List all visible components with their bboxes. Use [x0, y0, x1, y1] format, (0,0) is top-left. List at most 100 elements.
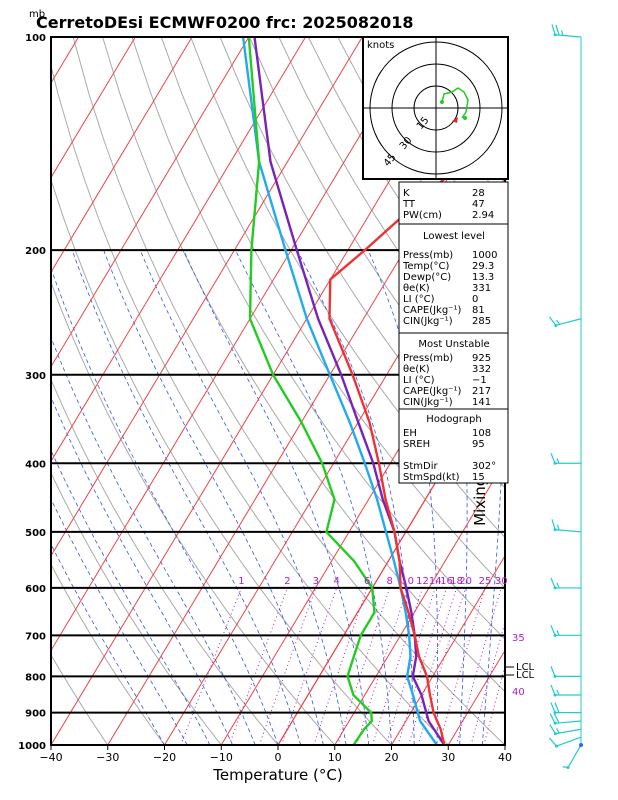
barb-feather: [550, 702, 556, 713]
index-value: 15: [472, 472, 485, 483]
index-value: 95: [472, 439, 485, 450]
moist-adiabat: [51, 498, 188, 745]
barb-tip: [553, 674, 557, 678]
dry-adiabat: [573, 37, 618, 745]
barb-feather: [550, 453, 556, 464]
index-value: −1: [472, 375, 487, 386]
dry-adiabat: [51, 563, 165, 745]
dry-adiabat: [72, 37, 505, 745]
x-tick-label: 30: [441, 751, 455, 764]
surface-wind-dot: [579, 743, 583, 747]
isotherm: [391, 554, 505, 745]
x-tick-label: −20: [153, 751, 176, 764]
x-axis-title: Temperature (°C): [212, 766, 342, 784]
isotherm: [164, 176, 505, 745]
mixing-ratio-line: [281, 587, 338, 745]
mixing-ratio-label: 30: [495, 576, 508, 587]
index-value: 28: [472, 188, 485, 199]
isotherm: [51, 37, 193, 274]
mixing-ratio-line: [228, 587, 288, 745]
barb-staff: [555, 318, 582, 327]
barb-tip: [553, 633, 557, 637]
y-tick-label: 300: [25, 371, 46, 382]
index-value: 217: [472, 386, 491, 397]
dry-adiabat: [131, 37, 505, 640]
index-value: 2.94: [472, 210, 494, 221]
y-tick-label: 900: [25, 709, 46, 720]
most-unstable-title: Most Unstable: [418, 339, 489, 350]
y-tick-label: 100: [25, 33, 46, 44]
wind-barb: [550, 453, 581, 465]
virtual-temperature-line: [241, 37, 438, 745]
indices-table: Lowest level Most Unstable Hodograph K 28…: [398, 181, 509, 484]
index-label: Temp(°C): [402, 261, 450, 272]
dry-adiabat: [51, 378, 279, 745]
index-value: 925: [472, 353, 491, 364]
y-tick-label: 800: [25, 672, 46, 683]
index-label: LI (°C): [403, 294, 435, 305]
barb-feather: [550, 666, 556, 677]
lowest-level-title: Lowest level: [423, 231, 485, 242]
x-tick-label: −10: [210, 751, 233, 764]
index-label: CIN(Jkg⁻¹): [403, 397, 453, 408]
barb-staff: [567, 744, 582, 768]
index-value: 29.3: [472, 261, 494, 272]
barb-tip: [553, 586, 557, 590]
index-label: Press(mb): [403, 353, 453, 364]
barb-feather: [550, 684, 556, 696]
index-value: 331: [472, 283, 491, 294]
barb-tip: [553, 711, 557, 715]
dry-adiabat: [51, 63, 449, 745]
wind-barb: [548, 736, 582, 748]
dry-adiabat: [102, 37, 505, 693]
mixing-ratio-label: 14: [429, 576, 442, 587]
mixing-ratio-label: 16: [440, 576, 453, 587]
isotherm: [0, 37, 22, 745]
mixing-ratio-label: 20: [459, 576, 472, 587]
barb-feather: [550, 577, 556, 589]
background-grid: [0, 37, 618, 745]
moist-adiabat: [103, 249, 324, 745]
wind-barb: [550, 702, 581, 715]
dewpoint-line: [247, 37, 376, 745]
hodograph-end: [463, 116, 467, 120]
moist-adiabat: [51, 543, 165, 745]
mixing-ratio-line: [408, 587, 457, 745]
barb-feather: [551, 519, 556, 530]
lcl-label-1: LCL: [516, 662, 535, 673]
index-value: 81: [472, 305, 485, 316]
index-label: SREH: [403, 439, 430, 450]
moist-adiabat: [71, 249, 302, 745]
x-tick-labels: −40 −30 −20 −10 0 10 20 30 40: [39, 745, 512, 764]
wind-barb: [551, 519, 582, 533]
isotherm: [51, 37, 363, 557]
y-tick-label: 700: [25, 631, 46, 642]
mixing-ratio-line: [417, 587, 467, 745]
barb-feather: [549, 713, 556, 724]
hodograph-inset: knots 15 30 45: [362, 36, 509, 180]
index-label: PW(cm): [403, 210, 442, 221]
barb-feather: [553, 713, 560, 724]
dry-adiabat: [51, 281, 336, 745]
index-label: Press(mb): [403, 250, 453, 261]
barb-staff: [556, 736, 582, 747]
wind-barb: [549, 724, 582, 736]
mixing-ratio-label: 6: [364, 576, 370, 587]
hodograph-trace: [441, 87, 469, 119]
isotherm: [51, 37, 306, 463]
barb-feather: [556, 524, 560, 531]
barb-feather: [550, 625, 556, 636]
y-tick-label: 600: [25, 584, 46, 595]
hodograph-unit: knots: [367, 40, 394, 51]
chart-title: CerretoDEsi ECMWF0200 frc: 2025082018: [36, 13, 414, 32]
x-tick-label: −30: [96, 751, 119, 764]
x-tick-label: 20: [385, 751, 399, 764]
barb-tip: [553, 721, 557, 725]
index-label: CAPE(Jkg⁻¹): [403, 386, 461, 397]
mixing-ratio-line: [180, 587, 242, 745]
x-tick-label: 10: [328, 751, 342, 764]
barb-feather: [556, 582, 560, 589]
dry-adiabat: [190, 37, 505, 539]
